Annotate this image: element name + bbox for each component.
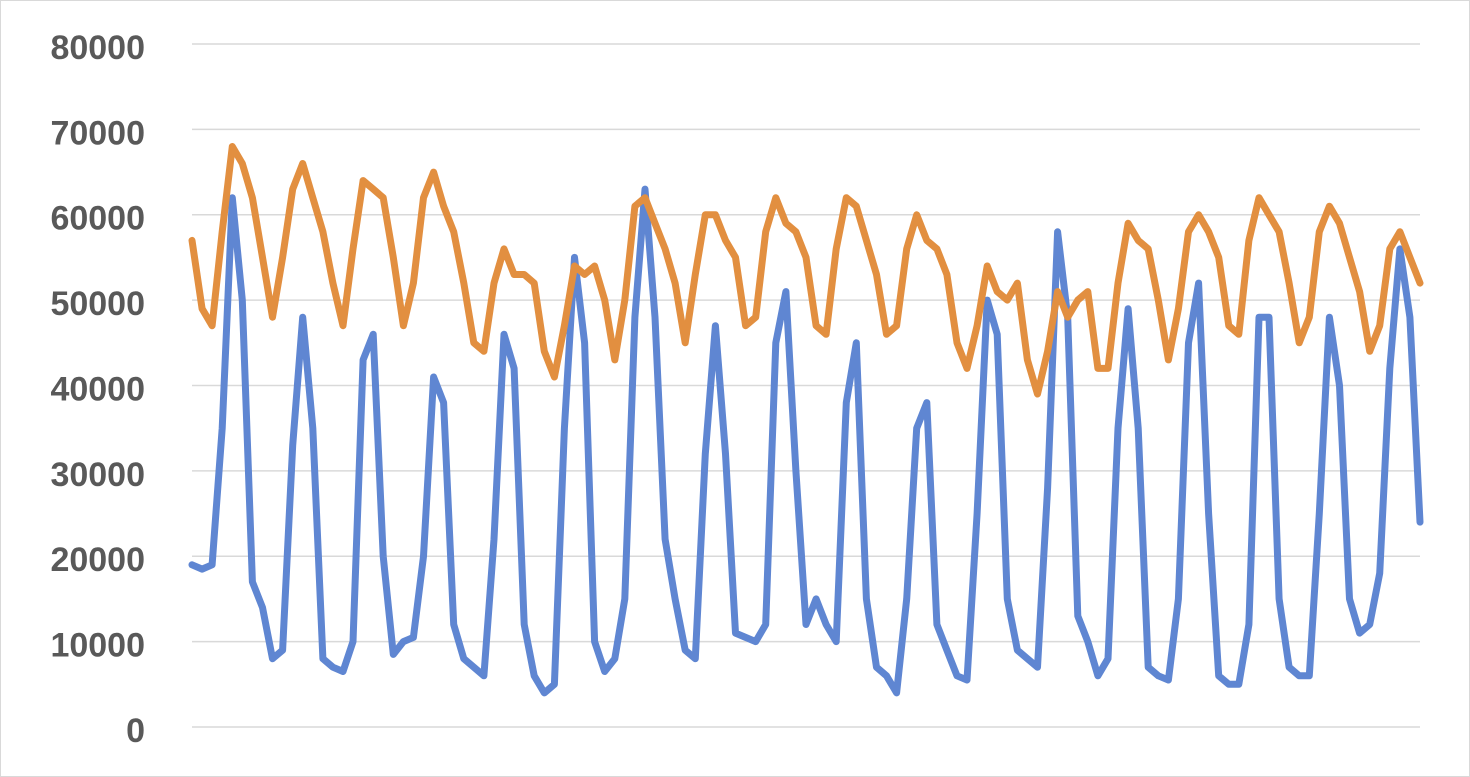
y-tick-label: 10000 (50, 627, 145, 665)
line-series (188, 143, 1424, 398)
y-tick-label: 80000 (50, 29, 145, 67)
y-tick-label: 60000 (50, 200, 145, 238)
y-tick-label: 30000 (50, 456, 145, 494)
y-tick-label: 70000 (50, 114, 145, 152)
y-tick-label: 40000 (50, 370, 145, 408)
line-series (188, 185, 1424, 697)
y-tick-label: 50000 (50, 285, 145, 323)
y-tick-label: 0 (126, 712, 145, 750)
y-tick-label: 20000 (50, 541, 145, 579)
